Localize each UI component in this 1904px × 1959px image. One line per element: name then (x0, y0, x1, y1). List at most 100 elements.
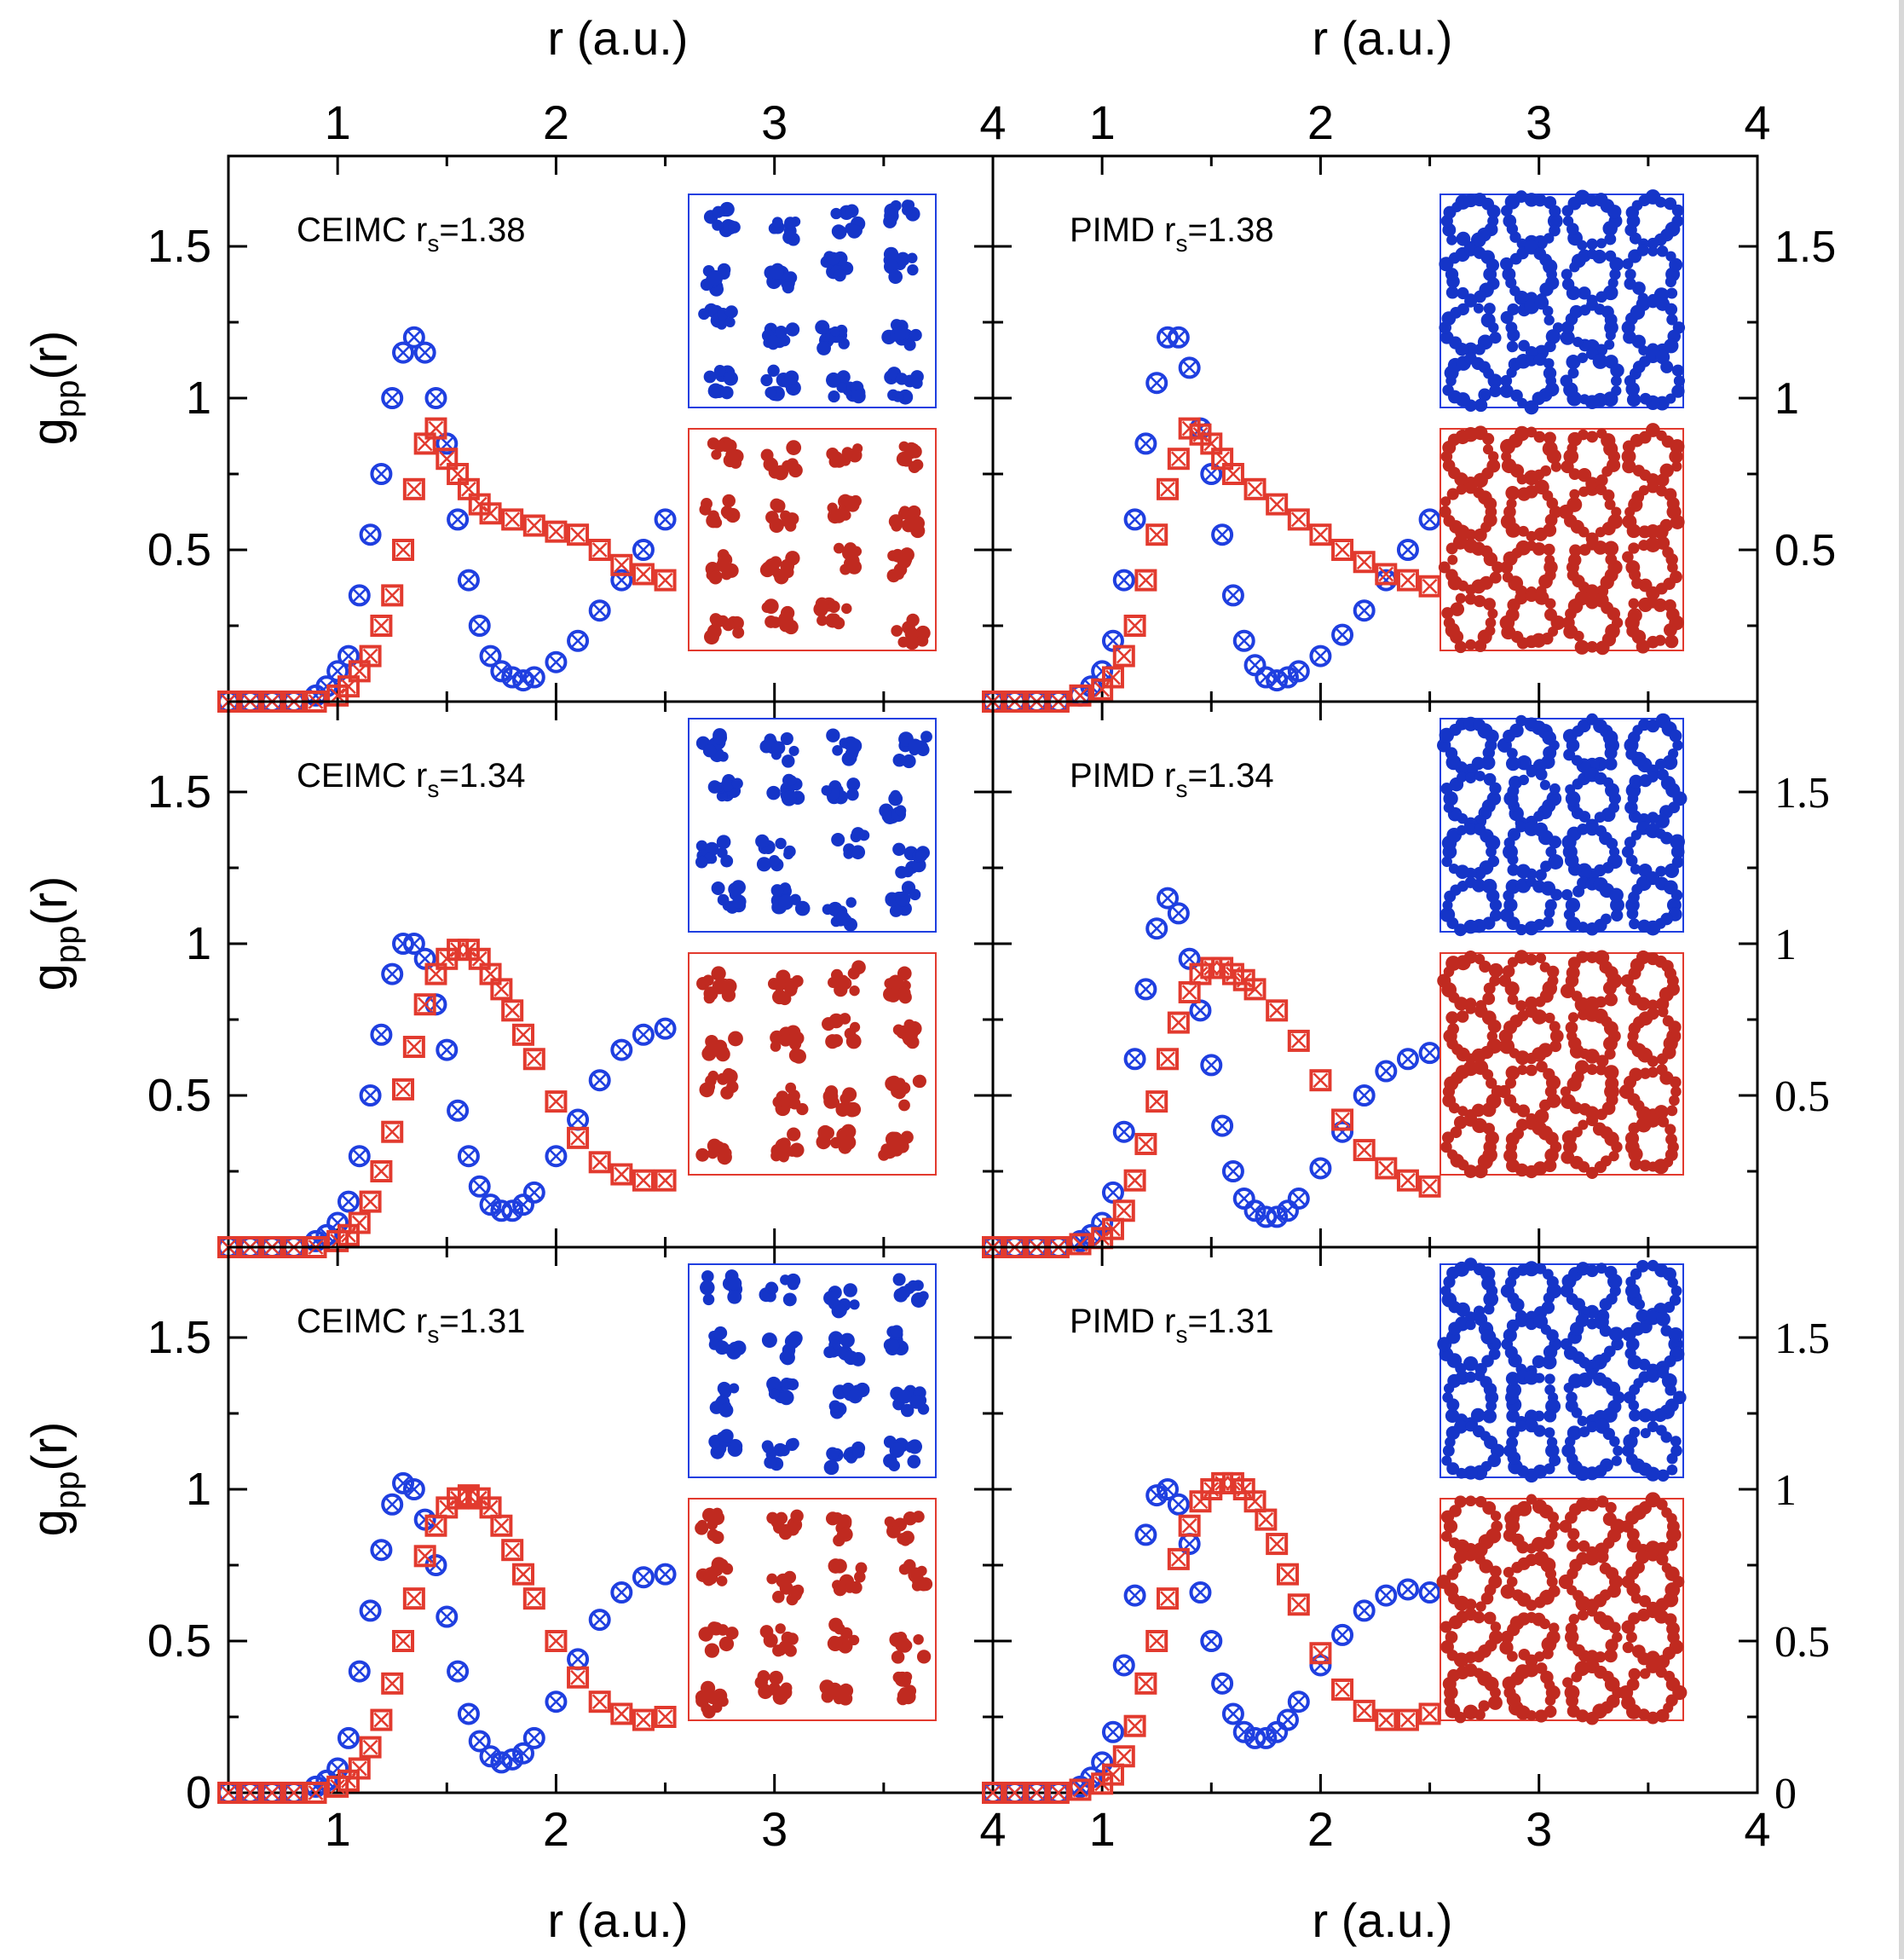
data-point-cross (440, 436, 454, 451)
inset-red-particle (1666, 1621, 1680, 1636)
inset-blue-particle (1602, 221, 1618, 236)
inset-red-particle (1501, 458, 1517, 474)
inset-blue-particle (1542, 1355, 1557, 1370)
data-point-square (1145, 1090, 1168, 1113)
inset-red-particle (819, 1679, 835, 1695)
data-point-circle (479, 1745, 502, 1768)
panel-pimd-138: 0.5 1 1.5 1 2 3 4 PIMD rs=1.38 (982, 95, 1836, 713)
inset-red-particle (1629, 1158, 1642, 1170)
inset-blue-particle (785, 1438, 799, 1451)
inset-red-particle (1549, 1622, 1560, 1633)
data-point-cross (1127, 1718, 1143, 1734)
inset-blue-particle (1505, 321, 1518, 334)
data-point-square (1353, 551, 1376, 574)
data-point-circle (337, 1190, 360, 1213)
inset-red-particle (1506, 1576, 1518, 1587)
inset-red-particle (1446, 488, 1459, 500)
top-axis-label-right: r (a.u.) (1313, 11, 1453, 65)
inset-red-particle (1584, 482, 1600, 496)
inset-blue-particle (1442, 1444, 1455, 1457)
inset-red-particle (1604, 1048, 1616, 1060)
inset-red-particle (1515, 1000, 1527, 1012)
inset-red-particle (1454, 1495, 1467, 1508)
inset-red-particle (1532, 542, 1546, 556)
data-point-cross (1170, 1551, 1186, 1567)
data-point-circle (1123, 1048, 1146, 1071)
inset-red-particle (1595, 1551, 1609, 1563)
inset-blue-particle (767, 1283, 779, 1294)
data-point-cross (417, 997, 433, 1013)
data-point-square (1112, 1745, 1135, 1768)
data-point-circle (1243, 1726, 1266, 1749)
inset-blue-particle (1578, 286, 1591, 300)
inset-blue-particle (1640, 1428, 1651, 1439)
inset-red-particle (881, 1143, 897, 1159)
inset-red-particle (830, 1136, 842, 1149)
inset-blue-particle (1607, 1274, 1623, 1289)
data-point-cross (1182, 951, 1197, 966)
inset-blue-particle (1464, 1371, 1477, 1384)
inset-blue-particle (1454, 1316, 1470, 1332)
inset-blue-particle (1605, 330, 1616, 341)
y-tick-label: 1 (186, 918, 211, 969)
data-point-circle (545, 650, 568, 673)
data-point-circle (402, 1478, 425, 1500)
data-point-cross (614, 557, 630, 573)
inset-red-particle (1544, 1695, 1556, 1706)
inset-blue-particle (1666, 287, 1678, 299)
data-point-cross (1357, 1089, 1371, 1102)
data-point-square (545, 1090, 568, 1113)
inset-red-particle (1647, 1007, 1659, 1020)
data-point-cross (1149, 1633, 1165, 1649)
data-point-circle (1418, 1042, 1441, 1065)
inset-blue-particle (1613, 1445, 1624, 1456)
data-point-cross (341, 1227, 356, 1243)
inset-blue-particle (1535, 768, 1548, 781)
data-point-cross (637, 543, 650, 557)
inset-red-particle (1456, 483, 1467, 495)
inset-red-particle (1625, 1631, 1637, 1644)
inset-blue-particle (1549, 224, 1561, 237)
inset-red-particle (838, 1691, 853, 1706)
inset-blue-particle (1440, 907, 1456, 922)
data-point-cross (493, 1517, 510, 1534)
inset-red-particle (1538, 574, 1553, 589)
inset-blue-particle (1518, 774, 1529, 786)
inset-blue-particle (1669, 729, 1682, 743)
data-point-square (1309, 1069, 1332, 1092)
data-point-cross (1160, 1051, 1175, 1067)
inset-red-particle (1585, 1498, 1599, 1512)
inset-red-particle (839, 977, 852, 990)
inset-red-particle (1518, 525, 1529, 537)
inset-blue-particle (1463, 919, 1478, 934)
inset-blue-particle (1533, 353, 1547, 367)
inset-blue-particle (847, 224, 862, 239)
inset-red-particle (883, 986, 897, 1002)
inset-blue-particle (724, 305, 738, 319)
data-point-square (370, 1160, 393, 1182)
inset-blue-particle (1445, 286, 1459, 299)
data-point-circle (392, 1471, 415, 1494)
data-point-cross (592, 1613, 607, 1627)
data-point-circle (1418, 508, 1441, 531)
data-point-cross (1236, 1482, 1252, 1497)
inset-blue-particle (1664, 863, 1680, 878)
data-point-cross (658, 1567, 672, 1581)
inset-blue-particle (770, 884, 784, 897)
inset-blue-particle (1533, 194, 1547, 207)
inset-blue-particle (1539, 282, 1554, 297)
data-point-cross (1116, 1748, 1132, 1765)
data-point-cross (1313, 649, 1328, 663)
inset-blue-particle (1548, 835, 1562, 849)
data-point-square (522, 514, 545, 537)
inset-blue-particle (707, 269, 724, 286)
inset-blue-particle (782, 754, 795, 768)
inset-red-particle (1636, 950, 1651, 965)
inset-blue-particle (1585, 1304, 1600, 1319)
inset-blue-particle (1535, 869, 1547, 881)
data-point-square (654, 569, 677, 592)
inset-red-particle (1478, 1700, 1490, 1712)
inset-blue-particle (1604, 313, 1618, 326)
inset-blue-particle (761, 1332, 777, 1349)
data-point-cross (1138, 572, 1154, 588)
